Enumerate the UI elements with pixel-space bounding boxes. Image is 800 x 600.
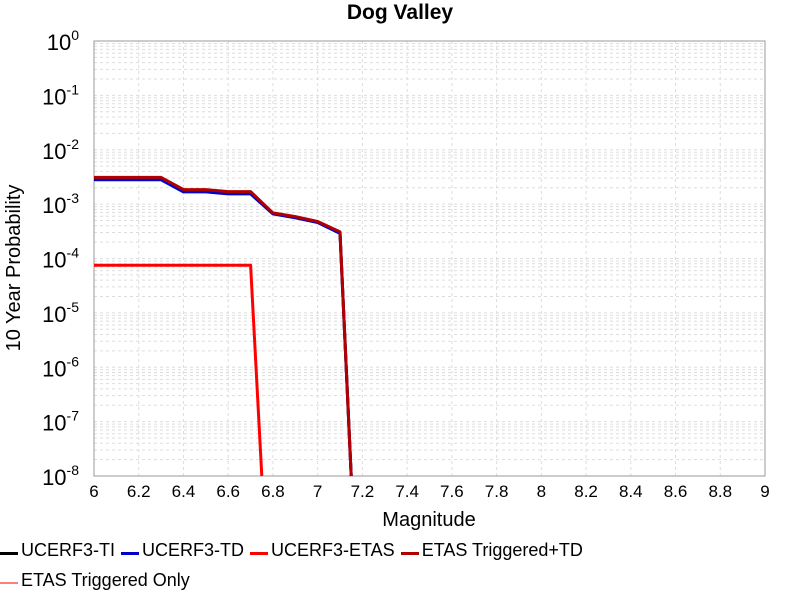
x-tick-label: 7.4 [395, 482, 419, 501]
legend-label: UCERF3-ETAS [271, 539, 395, 560]
x-tick-label: 8 [537, 482, 546, 501]
series-line-3 [94, 175, 353, 477]
legend-swatch [400, 551, 419, 555]
x-tick-label: 8.6 [664, 482, 688, 501]
y-tick-label: 10-8 [42, 462, 79, 490]
series-line-2 [94, 263, 264, 477]
legend-row-2: ETAS Triggered Only [0, 565, 800, 595]
x-tick-label: 7.8 [485, 482, 509, 501]
legend-item-etas-triggered-td: ETAS Triggered+TD [400, 539, 583, 561]
x-tick-label: 6.8 [261, 482, 285, 501]
legend-swatch [0, 551, 18, 555]
legend-item-etas-triggered-only: ETAS Triggered Only [0, 570, 190, 591]
legend-swatch [250, 551, 268, 555]
legend-item-ucerf3-ti: UCERF3-TI [0, 540, 115, 561]
x-tick-label: 6.2 [127, 482, 151, 501]
y-tick-label: 10-6 [42, 353, 79, 381]
x-tick-label: 7.2 [351, 482, 375, 501]
chart-title: Dog Valley [347, 1, 454, 24]
y-tick-label: 10-5 [42, 299, 79, 327]
y-tick-label: 10-3 [42, 190, 79, 218]
y-axis-label: 10 Year Probability [3, 185, 25, 352]
y-tick-label: 10-1 [42, 81, 79, 109]
y-tick-label: 10-2 [42, 136, 79, 164]
legend-swatch [121, 551, 139, 555]
legend-label: ETAS Triggered+TD [421, 539, 583, 560]
x-tick-label: 8.4 [619, 482, 643, 501]
legend-swatch [0, 582, 18, 584]
legend-label: UCERF3-TI [21, 539, 115, 560]
legend-item-ucerf3-etas: UCERF3-ETAS [250, 540, 395, 561]
x-tick-label: 9 [760, 482, 769, 501]
legend: UCERF3-TI UCERF3-TD UCERF3-ETAS ETAS Tri… [0, 535, 800, 595]
series-line-1 [94, 178, 353, 477]
x-tick-label: 7 [313, 482, 322, 501]
legend-item-ucerf3-td: UCERF3-TD [121, 540, 244, 561]
y-axis-ticks: 100 10-1 10-2 10-3 10-4 10-5 10-6 10-7 10-8 [42, 27, 79, 490]
x-tick-label: 8.8 [708, 482, 732, 501]
x-tick-label: 6.6 [216, 482, 240, 501]
x-axis-label: Magnitude [382, 509, 475, 531]
x-tick-label: 6.4 [172, 482, 196, 501]
x-axis-ticks: 6 6.2 6.4 6.6 6.8 7 7.2 7.4 7.6 7.8 8 8.2 8.4 8.6 8.8 9 [89, 482, 769, 501]
series-layer [94, 175, 353, 477]
legend-row-1: UCERF3-TI UCERF3-TD UCERF3-ETAS ETAS Tri… [0, 535, 800, 565]
x-tick-label: 7.6 [440, 482, 464, 501]
x-tick-label: 6 [89, 482, 98, 501]
y-tick-label: 10-7 [42, 408, 79, 436]
y-tick-label: 100 [47, 27, 79, 55]
y-tick-label: 10-4 [42, 245, 79, 273]
grid [93, 41, 766, 477]
legend-label: ETAS Triggered Only [21, 569, 190, 590]
series-line-0 [94, 177, 353, 477]
x-tick-label: 8.2 [574, 482, 598, 501]
plot-area [93, 40, 766, 477]
legend-label: UCERF3-TD [142, 539, 244, 560]
